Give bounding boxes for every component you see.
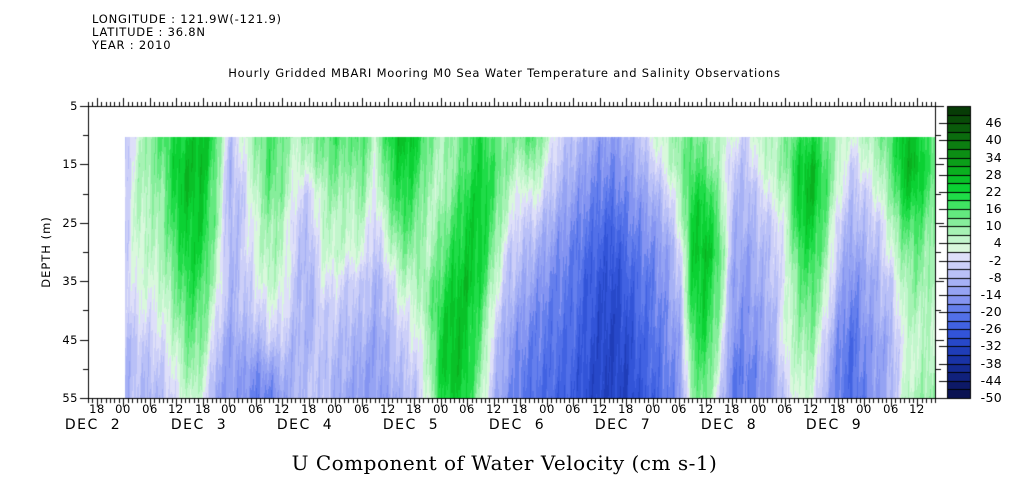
date-label: DEC 7 xyxy=(594,417,652,433)
hour-tick-label: 18 xyxy=(406,402,422,416)
hour-tick-label: 00 xyxy=(327,402,343,416)
hour-tick-label: 06 xyxy=(248,402,264,416)
colorbar-tick-label: -8 xyxy=(988,270,1002,285)
colorbar-tick-label: -20 xyxy=(980,304,1002,319)
hour-tick-label: 06 xyxy=(883,402,899,416)
hour-tick-label: 00 xyxy=(433,402,449,416)
colorbar-tick-label: 34 xyxy=(985,150,1002,165)
hour-tick-label: 18 xyxy=(512,402,528,416)
depth-tick-label: 45 xyxy=(62,333,78,347)
hour-tick-label: 06 xyxy=(565,402,581,416)
hour-tick-label: 00 xyxy=(645,402,661,416)
hour-tick-label: 06 xyxy=(777,402,793,416)
hour-tick-label: 00 xyxy=(751,402,767,416)
colorbar-tick-label: -50 xyxy=(980,390,1002,405)
colorbar-tick-label: -38 xyxy=(980,356,1002,371)
colorbar-tick-label: -14 xyxy=(980,287,1002,302)
colorbar-tick-label: 16 xyxy=(985,201,1002,216)
hour-tick-label: 12 xyxy=(698,402,714,416)
colorbar-tick-label: 4 xyxy=(993,235,1002,250)
hour-tick-label: 00 xyxy=(856,402,872,416)
date-label: DEC 9 xyxy=(805,417,863,433)
hour-tick-label: 12 xyxy=(909,402,925,416)
plot-title: Hourly Gridded MBARI Mooring M0 Sea Wate… xyxy=(228,66,781,80)
hour-tick-label: 18 xyxy=(724,402,740,416)
date-label: DEC 5 xyxy=(382,417,440,433)
hour-tick-label: 18 xyxy=(830,402,846,416)
velocity-title: U Component of Water Velocity (cm s-1) xyxy=(291,451,718,475)
depth-tick-label: 5 xyxy=(70,99,78,113)
date-label: DEC 2 xyxy=(64,417,122,433)
colorbar-tick-label: -44 xyxy=(980,373,1002,388)
hour-tick-label: 18 xyxy=(195,402,211,416)
colorbar-tick-label: 10 xyxy=(985,218,1002,233)
colorbar-tick-label: 28 xyxy=(985,167,1002,182)
longitude-label: LONGITUDE : 121.9W(-121.9) xyxy=(92,12,282,26)
hour-tick-label: 00 xyxy=(539,402,555,416)
colorbar-tick-label: 22 xyxy=(985,184,1002,199)
hour-tick-label: 12 xyxy=(592,402,608,416)
colorbar-tick-label: 46 xyxy=(985,115,1002,130)
latitude-label: LATITUDE : 36.8N xyxy=(92,25,206,39)
depth-tick-label: 15 xyxy=(62,157,78,171)
depth-tick-label: 35 xyxy=(62,274,78,288)
hour-tick-label: 12 xyxy=(380,402,396,416)
colorbar-tick-label: -2 xyxy=(988,253,1002,268)
hour-tick-label: 06 xyxy=(671,402,687,416)
hour-tick-label: 18 xyxy=(89,402,105,416)
hour-tick-label: 18 xyxy=(301,402,317,416)
date-label: DEC 6 xyxy=(488,417,546,433)
colorbar-tick-label: -32 xyxy=(980,338,1002,353)
colorbar-tick-label: -26 xyxy=(980,321,1002,336)
hour-tick-label: 00 xyxy=(115,402,131,416)
hour-tick-label: 12 xyxy=(486,402,502,416)
hour-tick-label: 12 xyxy=(274,402,290,416)
hour-tick-label: 12 xyxy=(168,402,184,416)
hour-tick-label: 06 xyxy=(142,402,158,416)
date-label: DEC 4 xyxy=(276,417,334,433)
depth-tick-label: 55 xyxy=(62,391,78,405)
depth-tick-label: 25 xyxy=(62,216,78,230)
date-label: DEC 3 xyxy=(170,417,228,433)
hour-tick-label: 06 xyxy=(459,402,475,416)
date-label: DEC 8 xyxy=(700,417,758,433)
colorbar-tick-label: 40 xyxy=(985,132,1002,147)
hour-tick-label: 06 xyxy=(354,402,370,416)
year-label: YEAR : 2010 xyxy=(92,38,172,52)
hour-tick-label: 18 xyxy=(618,402,634,416)
hour-tick-label: 00 xyxy=(221,402,237,416)
hour-tick-label: 12 xyxy=(803,402,819,416)
